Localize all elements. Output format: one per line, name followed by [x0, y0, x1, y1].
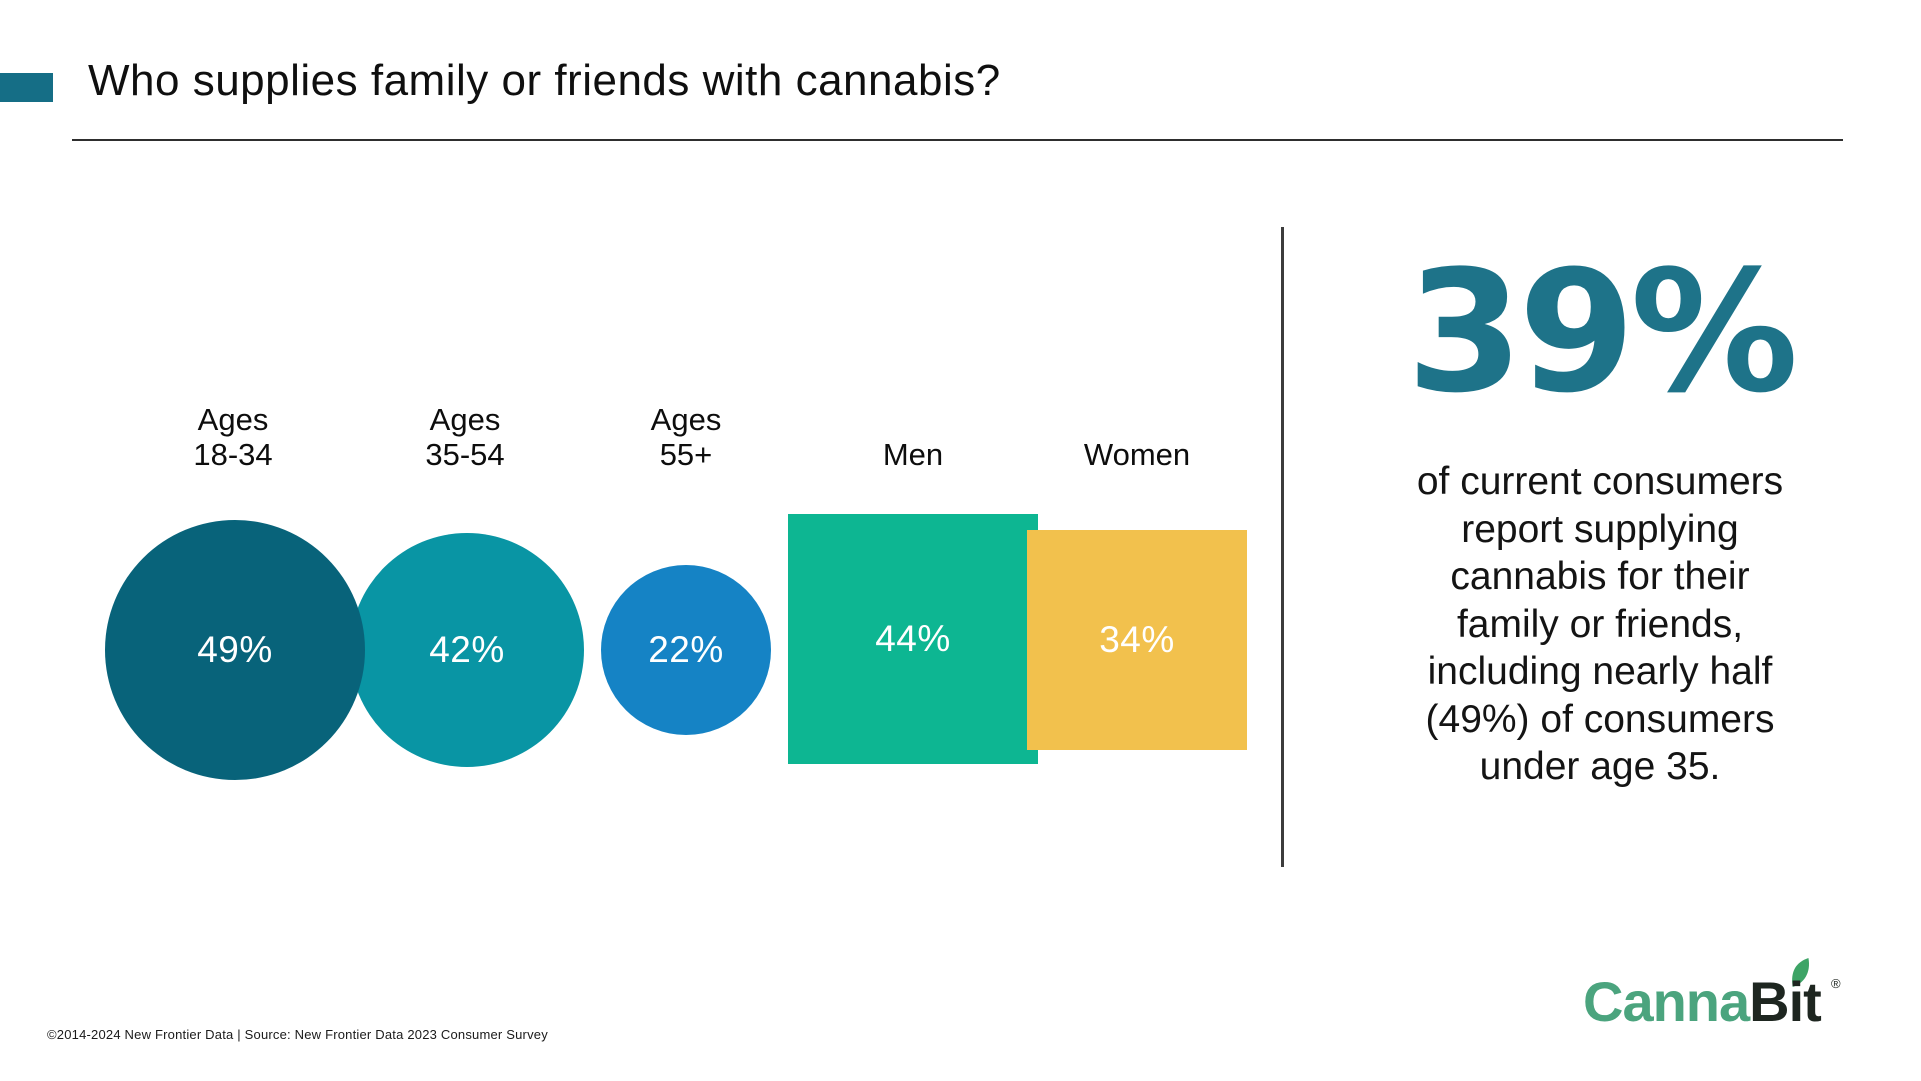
- label-ages-18-34: Ages 18-34: [193, 401, 273, 473]
- bubble-ages-18-34: 49%: [105, 520, 365, 780]
- logo-text: CannaBit: [1583, 974, 1822, 1030]
- leaf-icon: [1792, 958, 1810, 987]
- cannabit-logo: CannaBit ®: [1583, 950, 1883, 1035]
- value-ages-55-plus: 22%: [648, 629, 724, 670]
- value-women: 34%: [1099, 619, 1175, 660]
- square-women: 34%: [1027, 530, 1247, 750]
- registered-mark: ®: [1831, 976, 1841, 991]
- logo-text-secondary: Bit: [1749, 970, 1822, 1033]
- label-ages-55-plus: Ages 55+: [650, 401, 722, 473]
- value-ages-35-54: 42%: [429, 629, 505, 670]
- title-rule: [72, 139, 1843, 141]
- page-title: Who supplies family or friends with cann…: [88, 56, 1001, 105]
- vertical-divider: [1281, 227, 1284, 867]
- title-accent-bar: [0, 73, 53, 102]
- footer-source: ©2014-2024 New Frontier Data | Source: N…: [47, 1027, 548, 1042]
- label-ages-35-54: Ages 35-54: [425, 401, 505, 473]
- value-ages-18-34: 49%: [197, 629, 273, 670]
- logo-text-primary: Canna: [1583, 970, 1750, 1033]
- label-men: Men: [882, 437, 944, 473]
- callout-stat: 39%: [1406, 234, 1798, 430]
- value-men: 44%: [875, 618, 951, 659]
- bubble-ages-55-plus: 22%: [601, 565, 771, 735]
- label-women: Women: [1083, 437, 1191, 473]
- square-men: 44%: [788, 514, 1038, 764]
- callout-description: of current consumers report supplying ca…: [1416, 460, 1784, 789]
- bubble-ages-35-54: 42%: [350, 533, 584, 767]
